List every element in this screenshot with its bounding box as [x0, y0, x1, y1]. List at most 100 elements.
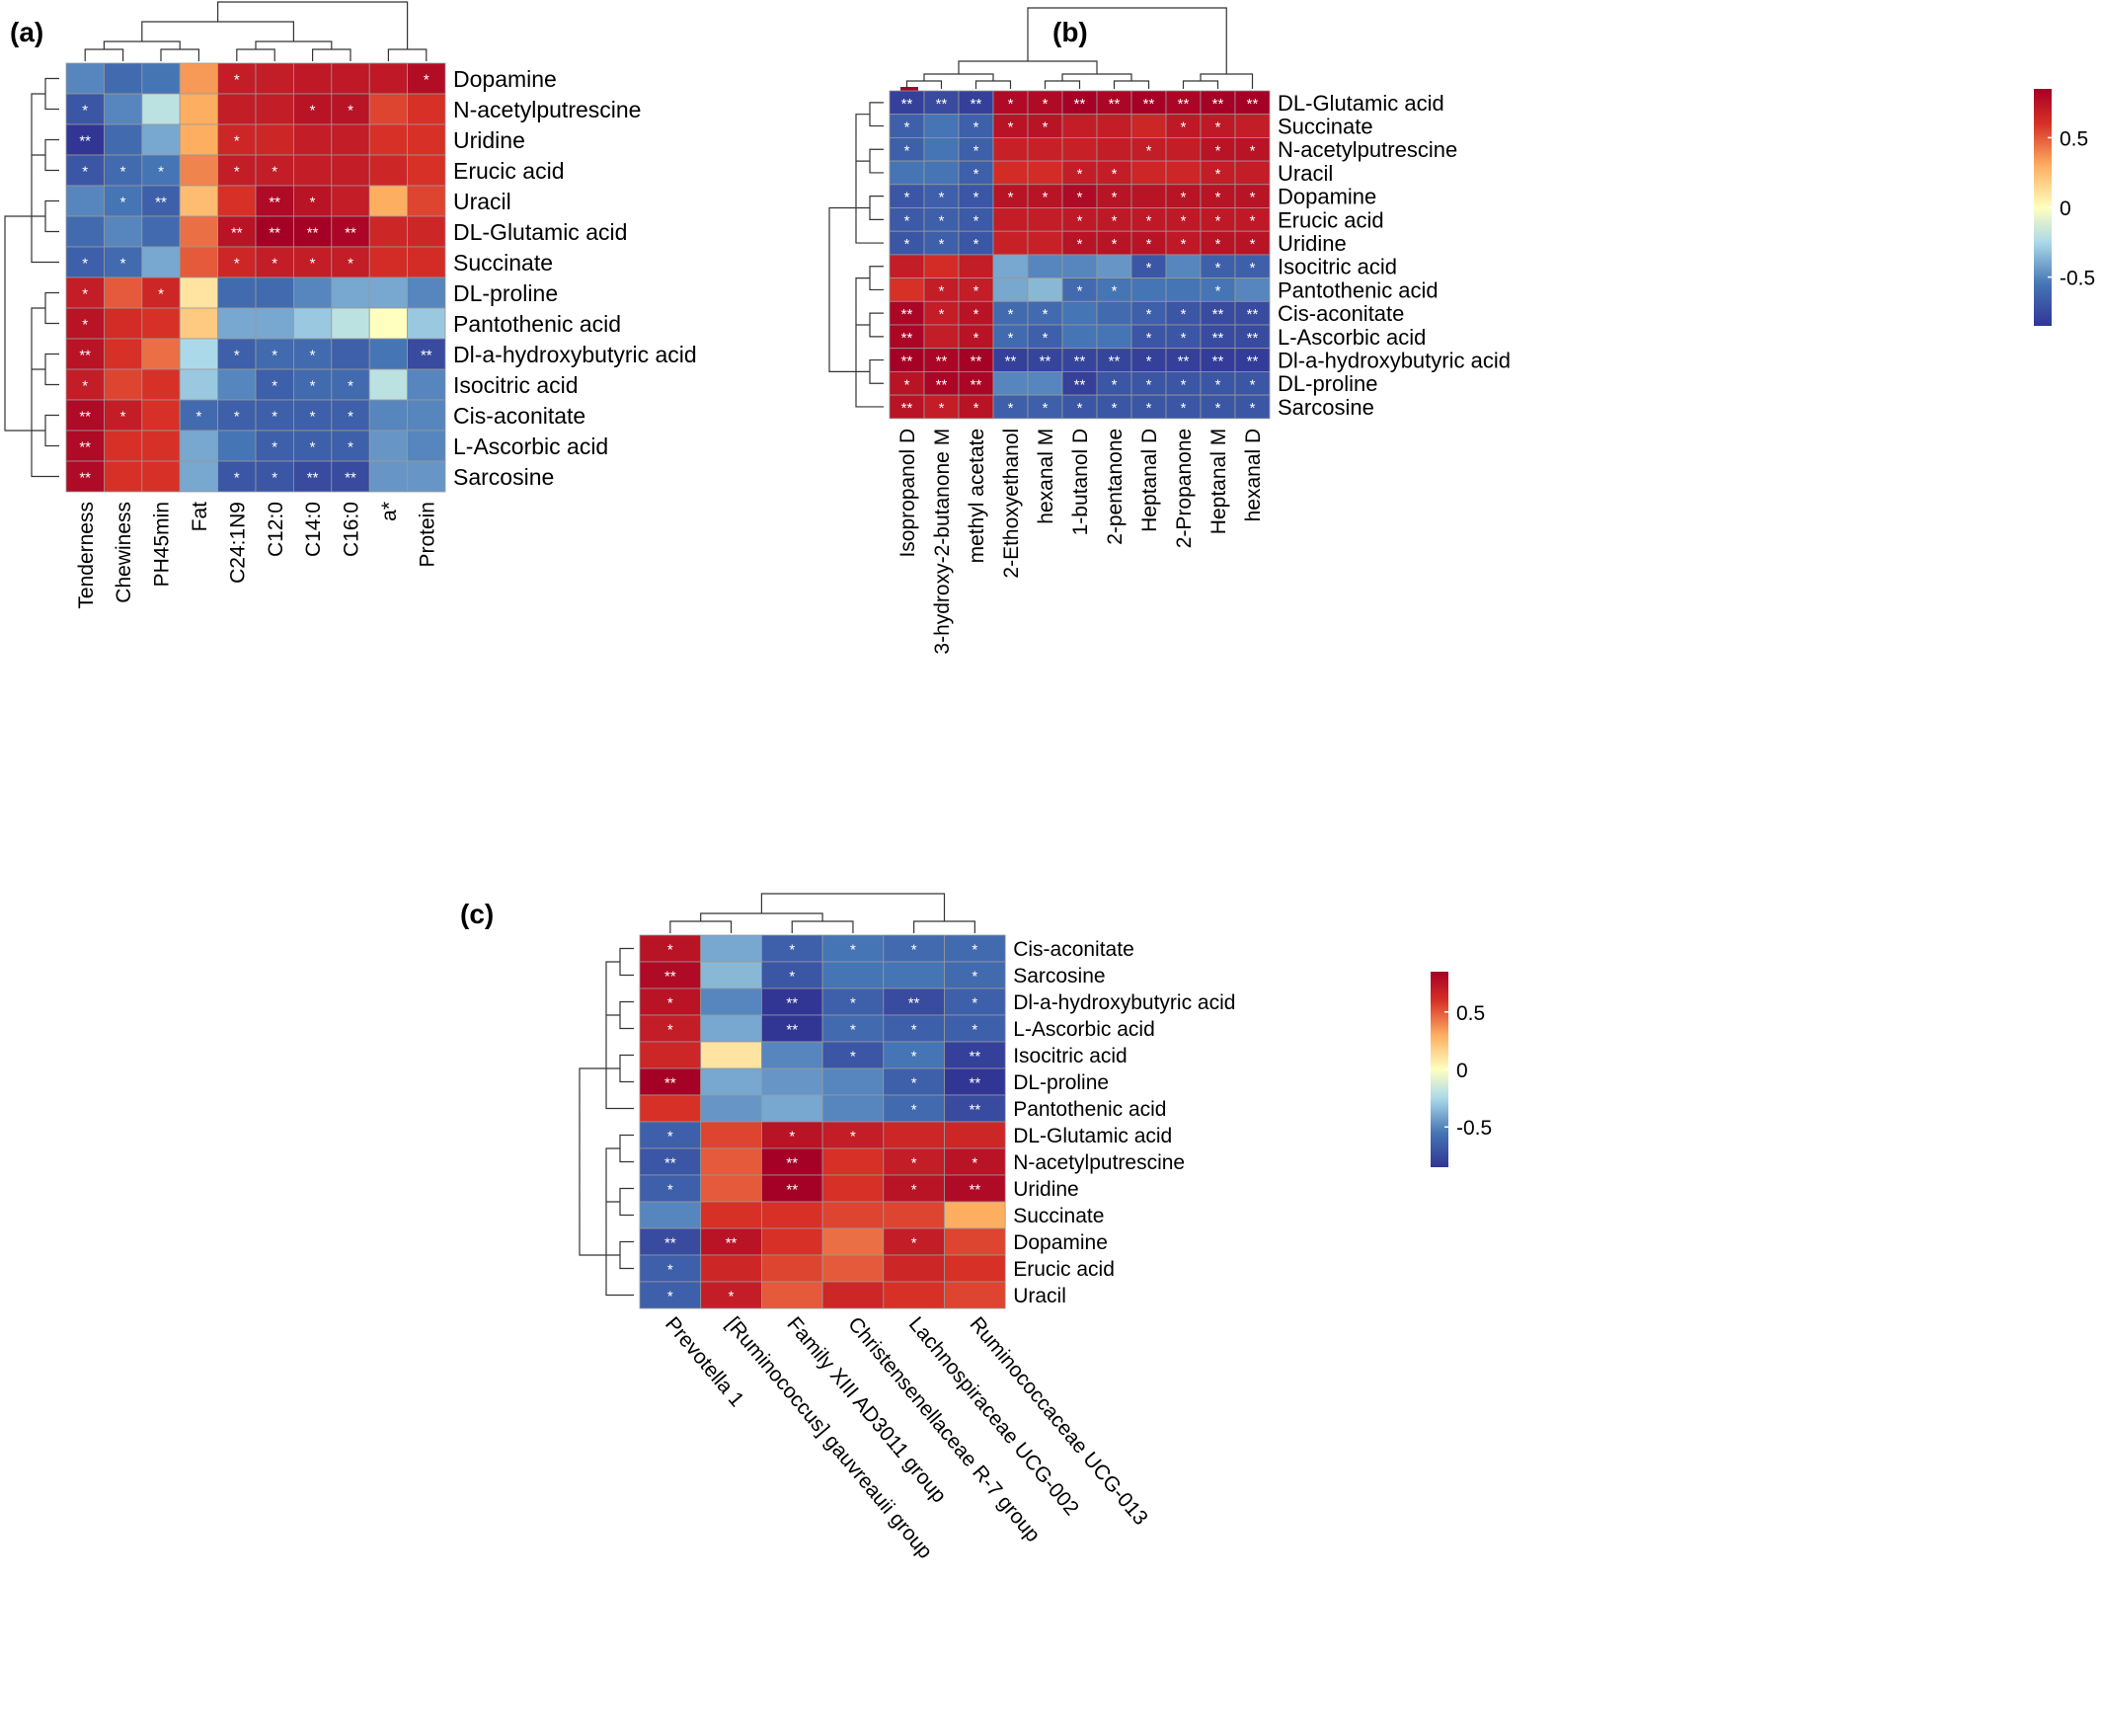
heatmap-cell [179, 307, 218, 340]
heatmap-cell [217, 185, 257, 217]
significance-mark: * [234, 164, 240, 181]
significance-mark: * [973, 142, 979, 159]
heatmap-cell [821, 987, 885, 1016]
heatmap-cell [883, 1254, 945, 1283]
column-label: C12:0 [265, 502, 287, 557]
significance-mark: * [1112, 282, 1118, 299]
heatmap-cell [944, 1254, 1006, 1283]
significance-mark: * [310, 195, 316, 211]
row-label: Sarcosine [1013, 965, 1105, 987]
heatmap-cell [217, 399, 257, 432]
significance-mark: ** [269, 195, 280, 211]
significance-mark: ** [1247, 354, 1259, 370]
heatmap-cell [1234, 160, 1271, 186]
heatmap-cell [407, 276, 446, 309]
heatmap-cell [1096, 300, 1132, 326]
significance-mark: * [82, 378, 88, 395]
heatmap-cell [368, 62, 409, 95]
significance-mark: * [1146, 260, 1152, 276]
significance-mark: * [972, 942, 977, 959]
significance-mark: ** [786, 1155, 798, 1172]
heatmap-cell [821, 1254, 885, 1283]
heatmap-cell [1027, 370, 1063, 396]
row-label: Uridine [1013, 1178, 1079, 1201]
significance-mark: * [234, 256, 240, 273]
significance-mark: * [1043, 400, 1049, 417]
significance-mark: * [973, 330, 979, 347]
row-label: DL-Glutamic acid [1278, 91, 1444, 116]
significance-mark: * [1215, 166, 1221, 183]
column-label: 3-hydroxy-2-butanone M [931, 429, 954, 655]
row-label: Dl-a-hydroxybutyric acid [1278, 348, 1511, 372]
significance-mark: * [1250, 190, 1256, 206]
significance-mark: * [234, 348, 240, 364]
heatmap-cell [889, 254, 925, 278]
significance-mark: * [1250, 142, 1256, 159]
significance-mark: * [1008, 190, 1014, 206]
heatmap-cell [217, 276, 257, 309]
significance-mark: * [120, 195, 126, 211]
row-label: Sarcosine [1278, 395, 1374, 420]
heatmap-cell [217, 215, 257, 248]
heatmap-cell [104, 62, 143, 95]
significance-mark: * [1043, 96, 1049, 113]
significance-mark: * [850, 1049, 856, 1065]
significance-mark: * [348, 378, 353, 395]
row-label: N-acetylputrescine [453, 97, 641, 122]
row-label: Uracil [1278, 161, 1333, 186]
heatmap-cell [700, 1067, 762, 1096]
significance-mark: * [272, 164, 277, 181]
heatmap-cell [944, 1281, 1006, 1309]
significance-mark: * [667, 1129, 673, 1145]
heatmap-cell [331, 123, 370, 156]
significance-mark: * [973, 212, 979, 229]
significance-mark: * [310, 409, 316, 426]
heatmap-cell [368, 368, 409, 401]
heatmap-cell [992, 160, 1029, 186]
heatmap-cell [821, 934, 885, 963]
heatmap-cell [368, 93, 409, 125]
heatmap-cell [255, 399, 294, 432]
significance-mark: * [1250, 212, 1256, 229]
heatmap-cell [821, 1227, 885, 1256]
heatmap-cell [141, 460, 181, 493]
heatmap-cell [292, 154, 333, 187]
significance-mark: * [939, 282, 945, 299]
significance-mark: * [1008, 330, 1014, 347]
heatmap-cell [761, 1041, 823, 1069]
heatmap-cell [255, 430, 294, 462]
heatmap-cell [331, 338, 370, 370]
significance-mark: * [911, 1182, 917, 1199]
heatmap-cell [1027, 160, 1063, 186]
heatmap-cell [292, 368, 333, 401]
row-label: L-Ascorbic acid [1278, 325, 1426, 350]
row-label: Dl-a-hydroxybutyric acid [1013, 991, 1235, 1014]
column-label: hexanal D [1242, 429, 1265, 522]
significance-mark: ** [936, 96, 948, 113]
significance-mark: ** [1143, 96, 1155, 113]
row-label: Succinate [453, 250, 553, 276]
heatmap-cell [368, 399, 409, 432]
heatmap-cell [1130, 277, 1167, 302]
heatmap-cell [292, 123, 333, 156]
column-label: C14:0 [302, 502, 325, 557]
panel-label: (a) [10, 17, 43, 47]
heatmap-cell [65, 215, 105, 248]
significance-mark: * [272, 378, 277, 395]
significance-mark: ** [664, 1155, 676, 1172]
row-label: Succinate [1013, 1205, 1104, 1227]
significance-mark: * [904, 119, 910, 136]
heatmap-cell [368, 307, 409, 340]
significance-mark: * [789, 942, 795, 959]
heatmap-cell [179, 338, 218, 370]
heatmap-cell [104, 399, 143, 432]
significance-mark: * [234, 72, 240, 89]
heatmap-cell [368, 123, 409, 156]
significance-mark: ** [345, 470, 356, 487]
heatmap-cell [179, 62, 218, 95]
heatmap-cell [1234, 394, 1271, 420]
significance-mark: * [939, 400, 945, 417]
legend-tick-label: 0 [2060, 197, 2071, 220]
significance-mark: * [667, 1289, 673, 1305]
